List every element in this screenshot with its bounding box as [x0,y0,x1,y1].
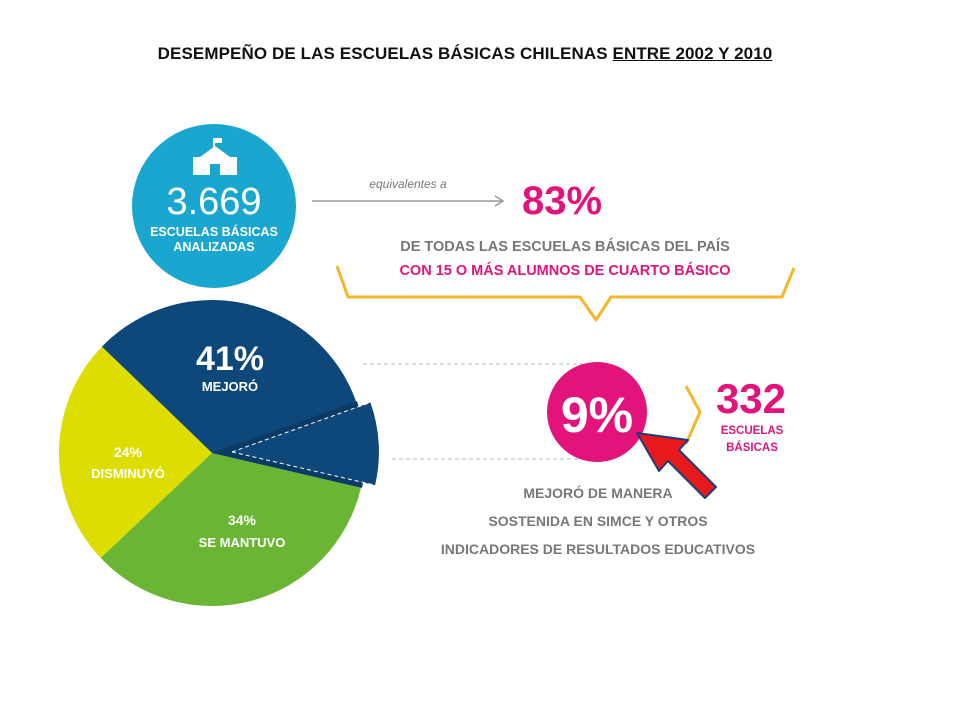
pie-chart [58,299,379,607]
pie-label-semantuvo-value: 34% [228,512,257,528]
title-main: DESEMPEÑO DE LAS ESCUELAS BÁSICAS CHILEN… [157,44,613,63]
pie-slice-disminuyo [58,346,212,558]
highlight-count: 332 [716,375,786,422]
equivalence-percent: 83% [522,179,602,223]
pie-label-disminuyo-value: 24% [114,444,143,460]
pie-slice-exploded [231,402,379,486]
equivalence-line1: DE TODAS LAS ESCUELAS BÁSICAS DEL PAÍS [400,238,730,255]
pie-slice-semantuvo [100,453,361,607]
chevron-right-icon [684,385,702,445]
equivalence-arrow: equivalentes a [312,177,505,207]
schools-label-line1: ESCUELAS BÁSICAS [150,224,278,239]
red-arrow-icon [636,432,717,499]
arrow-head [494,195,505,207]
school-icon-flagpole [213,138,215,148]
highlight-count-label-line1: ESCUELAS [721,425,784,437]
school-icon [193,138,237,175]
school-icon-flag [215,138,222,143]
pie-label-semantuvo-name: SE MANTUVO [199,535,286,550]
equivalence-arrow-label: equivalentes a [369,177,447,191]
speech-bracket [335,265,796,322]
highlight-desc-line3: INDICADORES DE RESULTADOS EDUCATIVOS [441,541,755,557]
highlight-circle [547,362,647,462]
schools-circle-bg [132,124,296,288]
highlight-percent: 9% [561,387,633,443]
highlight-count-label-line2: BÁSICAS [726,441,778,454]
page-title: DESEMPEÑO DE LAS ESCUELAS BÁSICAS CHILEN… [0,44,930,64]
pie-label-mejoro-name: MEJORÓ [202,379,258,394]
pie-exploded-edge [231,451,376,486]
schools-circle: 3.669 ESCUELAS BÁSICAS ANALIZADAS [132,124,296,288]
pie-label-mejoro-value: 41% [196,340,264,378]
highlight-desc-line1: MEJORÓ DE MANERA [523,484,672,501]
title-underlined: ENTRE 2002 Y 2010 [612,44,773,63]
schools-count: 3.669 [166,181,261,223]
highlight-desc-line2: SOSTENIDA EN SIMCE Y OTROS [488,513,707,529]
pie-label-disminuyo-name: DISMINUYÓ [91,466,165,481]
schools-label-line2: ANALIZADAS [173,240,254,254]
equivalence-line2: CON 15 O MÁS ALUMNOS DE CUARTO BÁSICO [399,262,730,279]
school-icon-door [210,164,220,175]
red-arrow-shape [636,432,717,499]
school-icon-roof [200,146,230,157]
pie-exploded-edge [231,402,371,453]
